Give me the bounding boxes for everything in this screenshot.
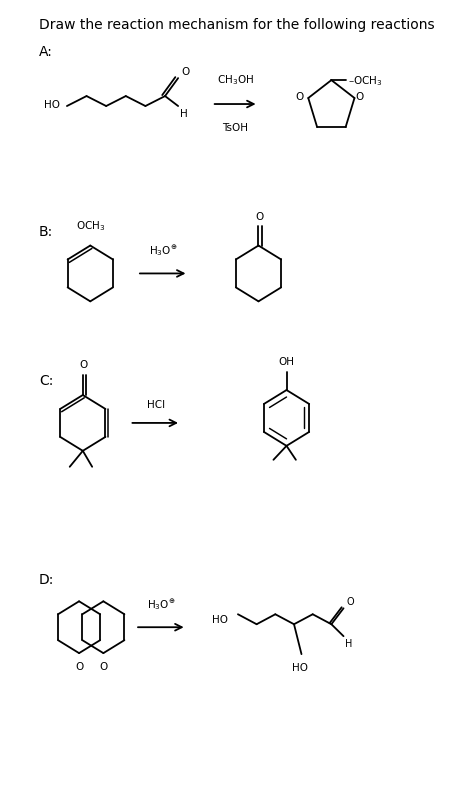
Text: O: O (356, 92, 364, 102)
Text: A:: A: (39, 45, 53, 59)
Text: HO: HO (212, 614, 228, 625)
Text: HO: HO (44, 100, 60, 110)
Text: B:: B: (39, 224, 53, 238)
Text: HO: HO (292, 662, 308, 672)
Text: C:: C: (39, 373, 53, 388)
Text: O: O (75, 662, 83, 671)
Text: O: O (99, 662, 108, 671)
Text: H: H (346, 638, 353, 648)
Text: –OCH$_3$: –OCH$_3$ (348, 74, 383, 88)
Text: OH: OH (279, 357, 294, 367)
Text: HCl: HCl (146, 399, 165, 410)
Text: D:: D: (39, 573, 54, 587)
Text: O: O (181, 67, 189, 77)
Text: TsOH: TsOH (222, 123, 248, 132)
Text: H$_3$O$^{\oplus}$: H$_3$O$^{\oplus}$ (147, 597, 175, 612)
Text: Draw the reaction mechanism for the following reactions: Draw the reaction mechanism for the foll… (39, 18, 435, 32)
Text: H$_3$O$^{\oplus}$: H$_3$O$^{\oplus}$ (149, 243, 177, 259)
Text: O: O (80, 360, 88, 369)
Text: O: O (255, 211, 264, 222)
Text: O: O (346, 597, 354, 606)
Text: CH$_3$OH: CH$_3$OH (217, 73, 254, 87)
Text: H: H (180, 109, 188, 119)
Text: OCH$_3$: OCH$_3$ (75, 218, 105, 232)
Text: O: O (295, 92, 304, 102)
